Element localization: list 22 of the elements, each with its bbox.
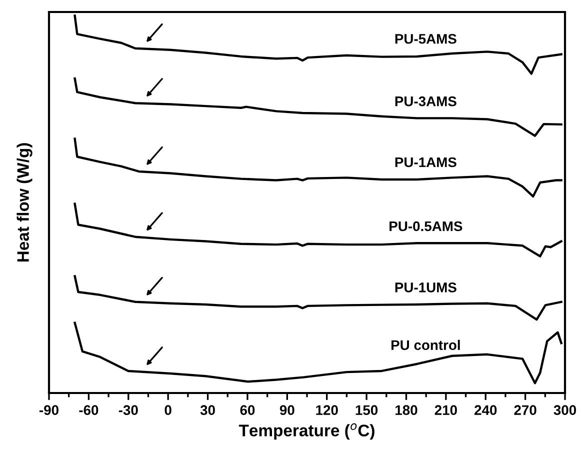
x-tick-label: 30 [200,405,215,416]
series-label: PU-5AMS [395,34,456,44]
x-tick-label: 300 [554,405,576,416]
x-tick-label: -30 [118,405,138,416]
x-tick-label: 90 [280,405,294,416]
series-label: PU-3AMS [395,96,456,106]
y-axis-title: Heat flow (W/g) [16,143,32,262]
x-tick-label: -90 [40,405,58,416]
x-tick-label: -60 [79,405,98,416]
series-label: PU-0.5AMS [390,221,462,232]
series-label: PU-1UMS [395,282,456,292]
series-label: PU control [392,340,460,350]
x-tick-label: 0 [164,405,172,416]
x-tick-label: 60 [240,405,255,416]
x-tick-label: 150 [356,405,378,416]
x-tick-label: 210 [434,405,457,416]
series-label: PU-1AMS [395,157,456,168]
x-tick-label: 180 [396,405,418,416]
x-axis-title: Temperature ($^{o}$C) [238,423,374,440]
x-tick-label: 120 [316,405,338,416]
x-tick-label: 240 [474,405,497,416]
x-tick-label: 270 [514,405,536,416]
